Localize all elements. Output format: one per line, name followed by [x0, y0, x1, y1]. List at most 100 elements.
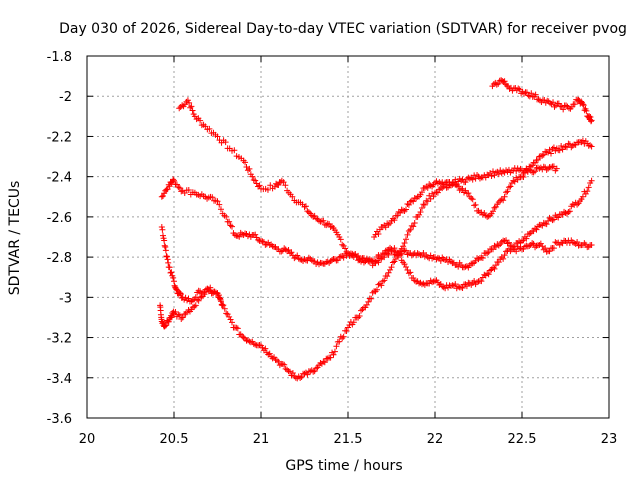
data-point	[526, 230, 533, 237]
data-point	[503, 189, 510, 196]
data-point	[363, 301, 370, 308]
data-point	[372, 288, 379, 295]
data-point	[301, 256, 308, 263]
data-point	[548, 150, 554, 157]
data-point	[161, 190, 168, 197]
data-point	[353, 254, 360, 261]
data-point	[579, 101, 586, 108]
data-point	[356, 313, 363, 320]
data-point	[485, 213, 492, 220]
data-point	[333, 343, 340, 350]
data-point	[358, 307, 365, 314]
data-point	[375, 281, 382, 288]
data-point	[501, 193, 508, 200]
data-point	[197, 294, 204, 301]
data-point	[515, 85, 522, 92]
data-point	[427, 277, 434, 284]
data-point	[209, 194, 216, 201]
data-point	[410, 198, 417, 205]
data-point	[281, 245, 288, 252]
data-point	[500, 255, 507, 262]
data-point	[528, 90, 535, 97]
data-point	[504, 188, 511, 195]
data-point	[214, 198, 221, 205]
data-point	[287, 368, 293, 375]
data-point	[340, 333, 347, 340]
data-point	[176, 105, 183, 112]
data-point	[298, 373, 305, 380]
data-point	[430, 193, 437, 200]
data-point	[455, 263, 462, 270]
data-point	[404, 251, 411, 258]
data-point	[401, 239, 408, 246]
data-point	[478, 278, 485, 285]
data-point	[202, 123, 209, 130]
data-point	[421, 201, 428, 208]
data-point	[252, 177, 259, 184]
data-point	[375, 259, 382, 266]
data-point	[320, 358, 327, 365]
data-point	[366, 258, 373, 265]
data-point	[177, 289, 184, 296]
data-point	[468, 195, 475, 202]
data-point	[159, 226, 166, 233]
data-point	[266, 350, 273, 357]
data-point	[229, 223, 235, 230]
data-point	[349, 252, 356, 259]
data-point	[403, 236, 409, 243]
data-point	[560, 106, 567, 113]
data-point	[311, 212, 318, 219]
data-point	[434, 189, 441, 196]
data-point	[355, 252, 362, 259]
data-point	[429, 279, 436, 286]
data-point	[175, 184, 182, 191]
data-point	[219, 302, 226, 309]
data-point	[571, 101, 578, 108]
data-point	[171, 278, 177, 285]
data-point	[392, 256, 399, 263]
data-point	[545, 149, 552, 156]
data-point	[555, 100, 562, 107]
data-point	[405, 270, 412, 277]
data-point	[252, 231, 259, 238]
data-point	[159, 193, 166, 200]
data-point	[204, 285, 211, 292]
data-point	[173, 286, 180, 293]
data-point	[540, 151, 547, 158]
data-point	[403, 264, 409, 271]
data-point	[542, 220, 549, 227]
data-point	[484, 270, 491, 277]
data-point	[381, 254, 388, 261]
data-point	[495, 80, 502, 87]
data-point	[223, 310, 230, 317]
data-point	[529, 240, 536, 247]
data-point	[178, 188, 185, 195]
data-point	[168, 269, 175, 276]
data-point	[318, 260, 325, 267]
y-tick-label: -1.8	[47, 50, 72, 65]
data-point	[217, 295, 224, 302]
data-point	[565, 140, 572, 147]
data-point	[466, 175, 473, 182]
data-point	[452, 281, 459, 288]
data-point	[227, 222, 234, 229]
data-point	[179, 314, 186, 321]
data-point	[519, 238, 525, 245]
data-point	[523, 235, 530, 242]
data-point	[455, 178, 462, 185]
x-tick-label: 22	[427, 432, 444, 447]
data-point	[490, 208, 496, 215]
data-point	[297, 374, 304, 381]
data-point	[530, 169, 537, 176]
data-point	[550, 216, 557, 223]
data-point	[170, 274, 177, 281]
data-point	[158, 223, 165, 230]
data-point	[421, 253, 428, 260]
data-point	[498, 239, 505, 246]
data-point	[571, 240, 578, 247]
data-point	[166, 183, 173, 190]
data-point	[310, 368, 317, 375]
data-point	[161, 242, 168, 249]
data-point	[537, 240, 544, 247]
